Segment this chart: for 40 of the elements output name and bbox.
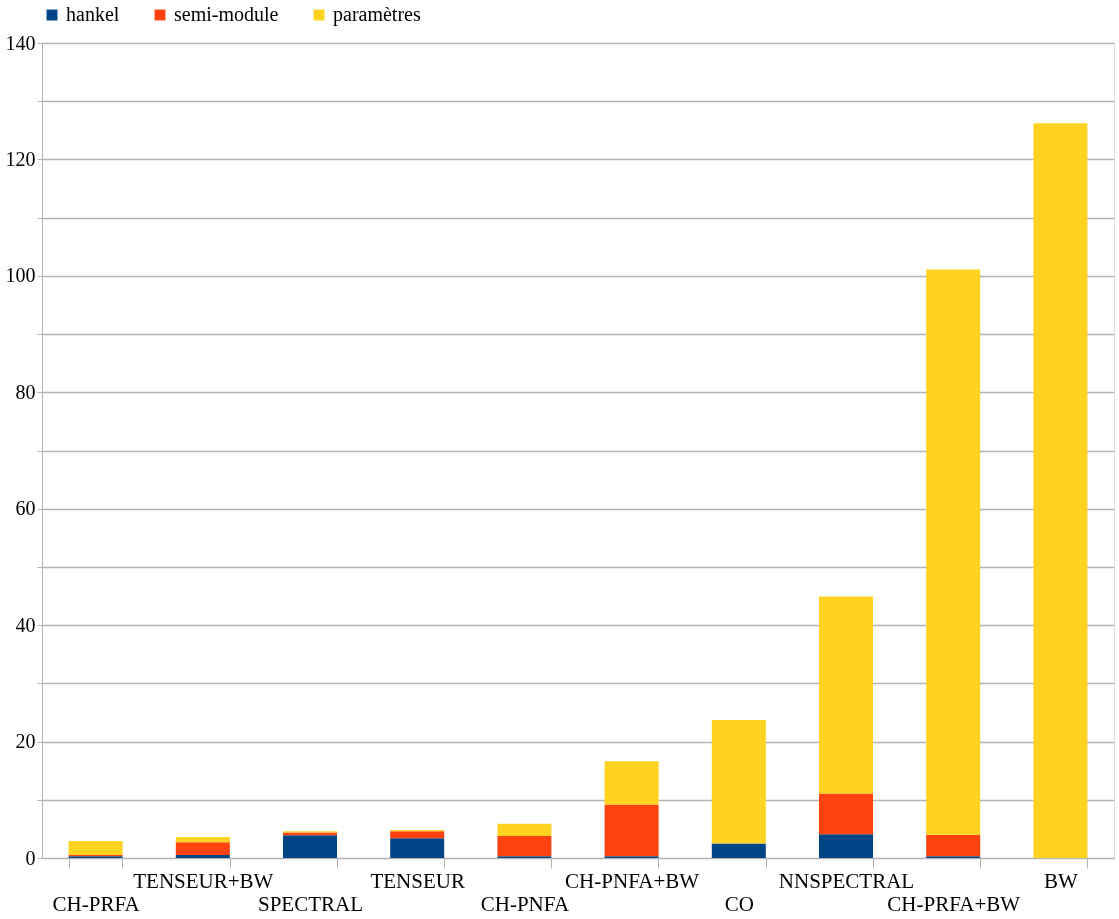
bar [390, 838, 445, 858]
bar [1033, 123, 1088, 858]
y-tick-label: 60 [15, 497, 36, 520]
x-tick-label: TENSEUR [370, 868, 465, 893]
y-tick-label: 20 [15, 730, 36, 753]
x-tick-label: TENSEUR+BW [133, 868, 274, 893]
bar [711, 843, 766, 858]
bar [175, 855, 230, 858]
bar [926, 834, 981, 857]
legend-label: semi-module [174, 3, 279, 25]
legend-label: hankel [66, 3, 120, 25]
bar [497, 835, 552, 857]
y-tick-label: 100 [5, 264, 36, 287]
bar [283, 835, 337, 858]
bar [819, 596, 873, 794]
bar [497, 823, 552, 836]
x-tick-label: CH-PNFA+BW [565, 868, 700, 893]
legend-label: paramètres [333, 3, 421, 26]
x-tick-label: SPECTRAL [257, 891, 364, 916]
bar [711, 720, 766, 844]
bar [819, 793, 873, 835]
x-tick-label: CH-PNFA [480, 891, 570, 916]
bar [68, 841, 123, 856]
x-tick-label: CH-PRFA [52, 891, 141, 916]
bar [926, 269, 981, 835]
bar [175, 837, 230, 843]
bar [604, 804, 659, 857]
bar [604, 761, 659, 805]
y-tick-label: 40 [15, 613, 36, 636]
y-tick-label: 0 [25, 846, 36, 869]
x-tick-label: CH-PRFA+BW [887, 891, 1021, 916]
bar [175, 842, 230, 856]
y-tick-label: 140 [5, 31, 36, 54]
x-tick-label: BW [1043, 868, 1078, 893]
y-tick-label: 80 [15, 380, 36, 403]
y-tick-label: 120 [5, 147, 36, 170]
bar [819, 834, 873, 858]
x-tick-label: NNSPECTRAL [778, 868, 915, 893]
x-tick-label: CO [724, 891, 754, 916]
bar [390, 831, 445, 839]
